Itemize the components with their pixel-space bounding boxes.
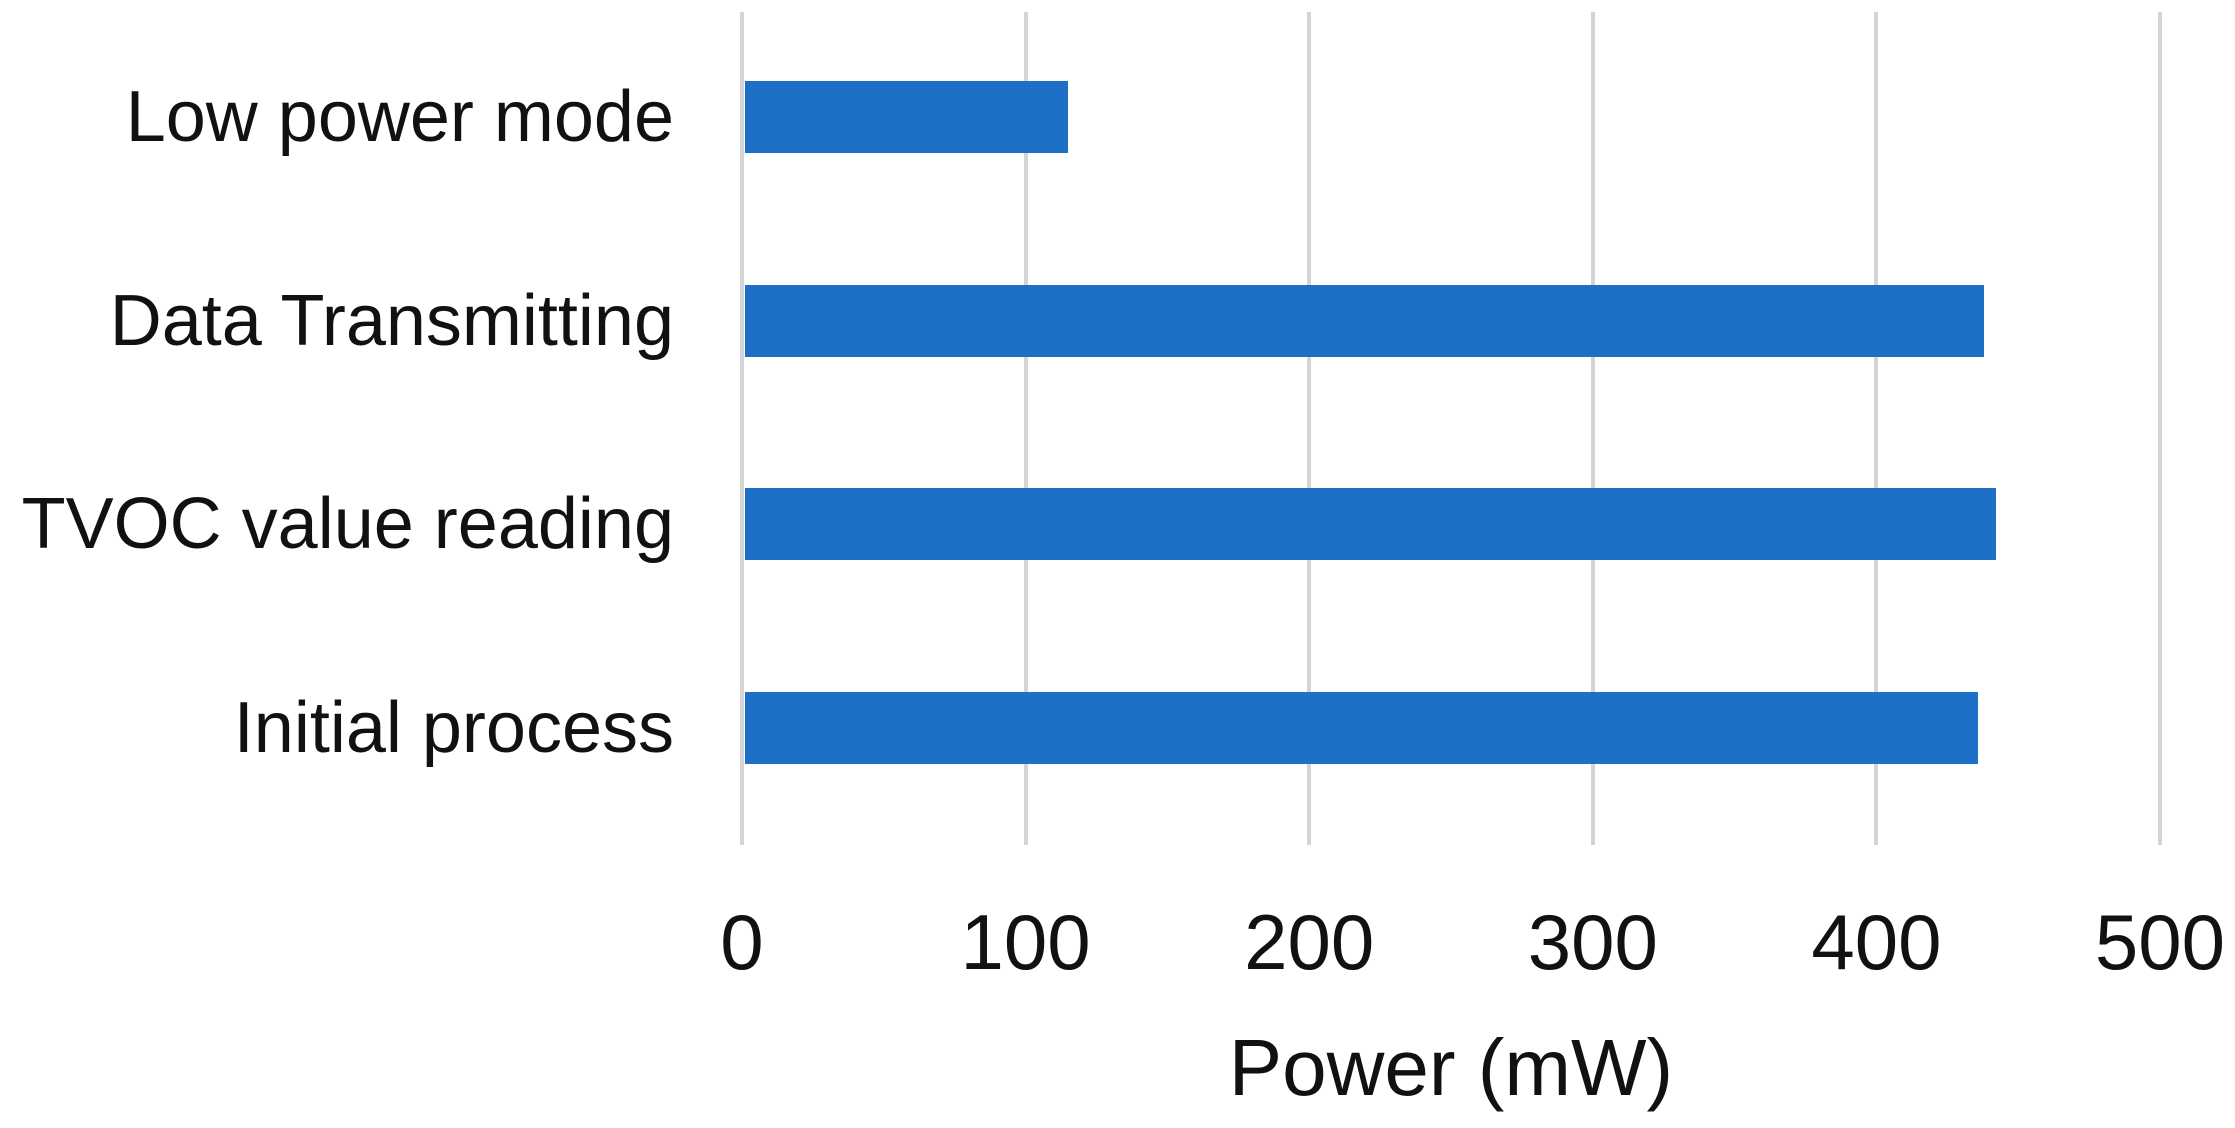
gridline-300 (1590, 12, 1595, 845)
bar-low-power-mode (745, 80, 1069, 153)
bar-initial-process (745, 692, 1979, 765)
x-tick-label-100: 100 (960, 898, 1091, 986)
x-tick-label-200: 200 (1244, 898, 1375, 986)
category-label-low-power-mode: Low power mode (125, 76, 674, 157)
category-label-tvoc-value-reading: TVOC value reading (21, 484, 674, 565)
category-label-data-transmitting: Data Transmitting (109, 280, 674, 361)
bar-tvoc-value-reading (745, 488, 1996, 561)
x-axis-title: Power (mW) (1228, 1023, 1674, 1112)
x-tick-label-300: 300 (1527, 898, 1658, 986)
x-tick-label-500: 500 (2094, 898, 2226, 986)
gridline-0 (740, 12, 744, 845)
category-label-initial-process: Initial process (233, 688, 674, 769)
gridline-200 (1307, 12, 1312, 845)
gridline-500 (2158, 12, 2162, 845)
x-tick-label-0: 0 (720, 898, 764, 986)
bar-data-transmitting (745, 284, 1985, 357)
x-tick-label-400: 400 (1811, 898, 1942, 986)
gridline-100 (1023, 12, 1028, 845)
gridline-400 (1874, 12, 1879, 845)
